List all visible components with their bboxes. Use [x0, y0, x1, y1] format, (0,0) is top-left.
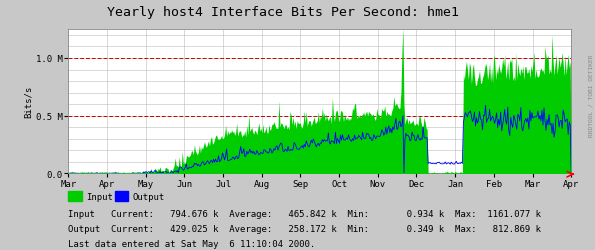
Text: Output  Current:   429.025 k  Average:   258.172 k  Min:       0.349 k  Max:   8: Output Current: 429.025 k Average: 258.1… [68, 224, 541, 233]
Text: Yearly host4 Interface Bits Per Second: hme1: Yearly host4 Interface Bits Per Second: … [107, 6, 459, 19]
Text: Input   Current:   794.676 k  Average:   465.842 k  Min:       0.934 k  Max:  11: Input Current: 794.676 k Average: 465.84… [68, 209, 541, 218]
Text: RRDTOOL / TOBI OETIKER: RRDTOOL / TOBI OETIKER [588, 54, 593, 136]
Text: Input: Input [86, 192, 113, 201]
Y-axis label: Bits/s: Bits/s [24, 86, 33, 118]
Text: Output: Output [133, 192, 165, 201]
Text: Last data entered at Sat May  6 11:10:04 2000.: Last data entered at Sat May 6 11:10:04 … [68, 239, 316, 248]
